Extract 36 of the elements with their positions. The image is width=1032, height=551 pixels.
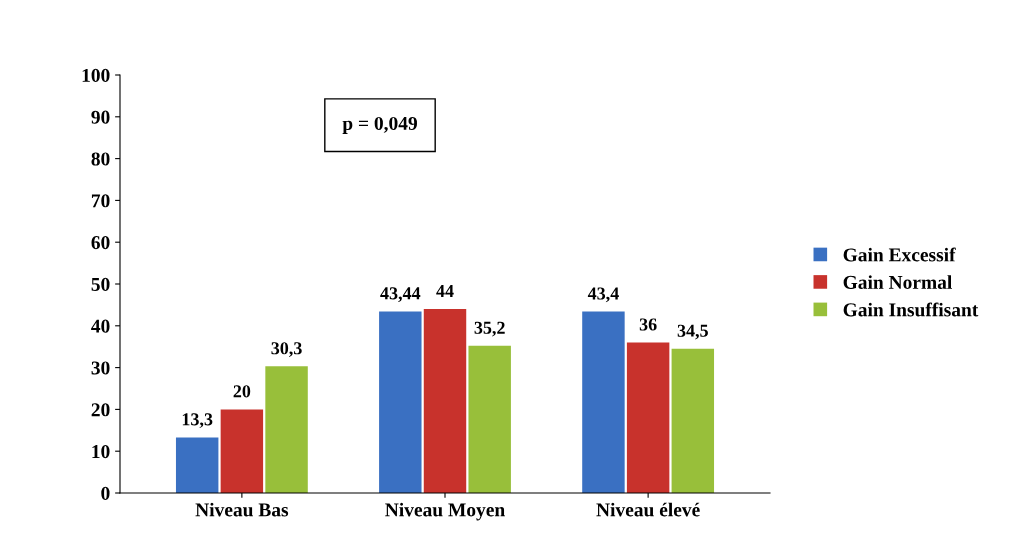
data-label: 36 — [639, 318, 657, 331]
bar — [265, 366, 308, 493]
bar — [220, 409, 264, 493]
y-tick-label: 70 — [91, 194, 110, 208]
y-tick-label: 20 — [91, 403, 110, 417]
legend-label: Gain Excessif — [843, 247, 956, 262]
x-tick-label: Niveau Bas — [195, 502, 289, 517]
bar — [379, 311, 422, 493]
annotation: p = 0,049 — [342, 116, 417, 134]
y-tick-label: 60 — [91, 236, 110, 250]
bar — [582, 311, 625, 493]
bar — [468, 345, 511, 493]
bar — [671, 348, 715, 493]
data-label: 35,2 — [474, 321, 505, 337]
x-tick-label: Niveau élevé — [596, 502, 700, 517]
y-tick-label: 90 — [91, 110, 110, 124]
data-label: 30,3 — [271, 342, 302, 357]
bar — [423, 309, 467, 493]
data-label: 43,4 — [587, 287, 619, 303]
y-tick-label: 10 — [92, 445, 110, 459]
data-label: 34,5 — [677, 324, 708, 340]
y-tick-label: 80 — [91, 152, 110, 166]
data-label: 20 — [233, 385, 251, 398]
data-label: 13,3 — [182, 413, 213, 429]
y-tick-label: 100 — [82, 68, 110, 82]
data-label: 44 — [436, 285, 454, 297]
data-label: 43,44 — [380, 287, 421, 303]
y-tick-label: 0 — [101, 486, 110, 500]
y-tick-label: 40 — [91, 319, 110, 333]
legend-label: Gain Normal — [843, 275, 952, 289]
y-tick-label: 50 — [91, 277, 110, 291]
bar — [626, 342, 670, 493]
y-tick-label: 30 — [91, 361, 110, 375]
bar — [175, 437, 219, 493]
legend-label: Gain Insuffisant — [843, 302, 979, 317]
x-tick-label: Niveau Moyen — [385, 502, 505, 521]
